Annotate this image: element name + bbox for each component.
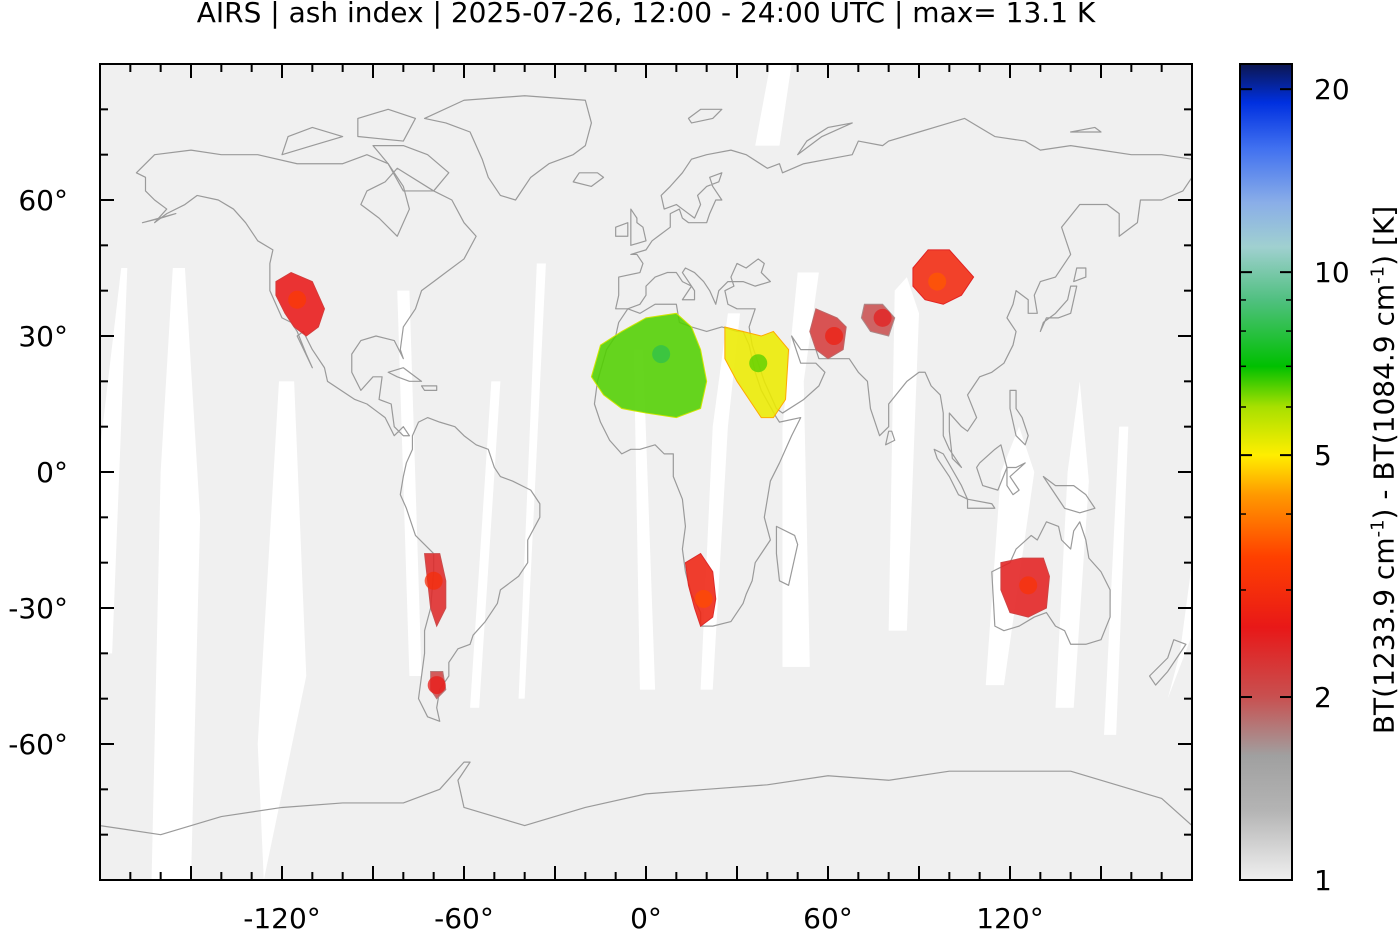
- coastline: [966, 498, 996, 509]
- coastlines: [100, 95, 1192, 880]
- coastline: [630, 208, 647, 246]
- ash-core-sahara: [652, 345, 671, 364]
- y-tick-label: -30°: [8, 592, 68, 625]
- coastline: [976, 444, 1008, 491]
- swath-gap: [1104, 426, 1129, 735]
- coastline: [615, 222, 629, 237]
- swath-gap: [782, 272, 819, 667]
- ash-core-patagonia: [427, 676, 446, 695]
- coastline: [387, 367, 423, 382]
- swath-gap: [100, 268, 128, 654]
- coastline: [1070, 126, 1102, 133]
- colorbar-frame: [1239, 63, 1293, 881]
- colorbar-tick-label: 10: [1314, 256, 1350, 289]
- swath-gap: [257, 381, 307, 880]
- coastline: [1073, 267, 1087, 283]
- coastline: [933, 448, 969, 500]
- x-tick-label: -120°: [243, 902, 321, 930]
- map-tick-labels: -120° -60° 0° 60° 120° 60° 30° 0° -30° -60°: [8, 184, 1043, 930]
- x-tick-label: 60°: [803, 902, 853, 930]
- swath-gap: [985, 426, 1035, 686]
- coastline: [1009, 389, 1029, 446]
- swath-gap: [1055, 381, 1089, 708]
- swath-gaps: [100, 64, 1192, 880]
- map-ticks: [100, 64, 1192, 880]
- ash-region-arabia-north-africa-east: [724, 326, 790, 419]
- coastline: [372, 145, 450, 192]
- coastline: [775, 525, 799, 586]
- y-tick-label: 30°: [18, 320, 68, 353]
- coastline: [687, 108, 723, 124]
- x-tick-label: 120°: [976, 902, 1043, 930]
- coastline: [135, 149, 477, 437]
- ash-core-australia: [1019, 576, 1038, 595]
- swath-gap: [633, 349, 656, 690]
- coastline: [1006, 462, 1026, 496]
- ash-region-sahara: [590, 312, 708, 419]
- colorbar-tick-label: 2: [1314, 681, 1332, 714]
- y-tick-label: -60°: [8, 728, 68, 761]
- coastline: [423, 95, 593, 201]
- y-tick-label: 60°: [18, 184, 68, 217]
- swath-gap: [888, 277, 919, 631]
- ash-core-southern-africa: [694, 589, 713, 608]
- y-tick-label: 0°: [36, 456, 68, 489]
- ash-core-andes: [424, 571, 443, 590]
- coastline: [357, 108, 417, 142]
- swath-gap: [518, 263, 546, 699]
- coastline: [593, 303, 802, 627]
- coastline: [1039, 285, 1078, 333]
- x-tick-label: -60°: [434, 902, 494, 930]
- coastline: [141, 213, 177, 224]
- coastline: [420, 385, 438, 391]
- colorbar-tick-label: 5: [1314, 439, 1332, 472]
- ash-index-layer: [275, 249, 1050, 700]
- swath-gap: [1167, 562, 1192, 699]
- coastline: [615, 117, 1192, 469]
- x-tick-label: 0°: [630, 902, 662, 930]
- coastline: [100, 761, 1192, 880]
- colorbar-ticks: 1 2 5 10 20: [1240, 73, 1350, 897]
- swath-gap: [397, 290, 422, 676]
- colorbar-tick-label: 1: [1314, 864, 1332, 897]
- coastline: [991, 521, 1111, 645]
- ash-core-arabia-north-africa-east: [749, 354, 768, 373]
- ash-core-himalaya-west: [873, 308, 892, 327]
- coastline: [1148, 639, 1187, 686]
- ash-core-middle-east-iran: [825, 327, 844, 345]
- coastline: [281, 126, 344, 156]
- swath-gap: [755, 64, 792, 146]
- colorbar-tick-label: 20: [1314, 73, 1350, 106]
- ash-region-southern-africa: [684, 552, 717, 627]
- coastline: [797, 122, 853, 156]
- colorbar-label: BT(1233.9 cm-1) - BT(1084.9 cm-1) [K]: [1367, 205, 1400, 735]
- swath-gap: [151, 268, 201, 880]
- ash-core-central-asia: [928, 272, 947, 291]
- map-area: [100, 64, 1192, 880]
- coastline: [572, 172, 605, 187]
- plot-title: AIRS | ash index | 2025-07-26, 12:00 - 2…: [196, 0, 1096, 29]
- coastline: [1042, 475, 1096, 514]
- coastline: [885, 430, 896, 446]
- colorbar: [1240, 64, 1292, 880]
- ash-core-western-us: [288, 290, 307, 309]
